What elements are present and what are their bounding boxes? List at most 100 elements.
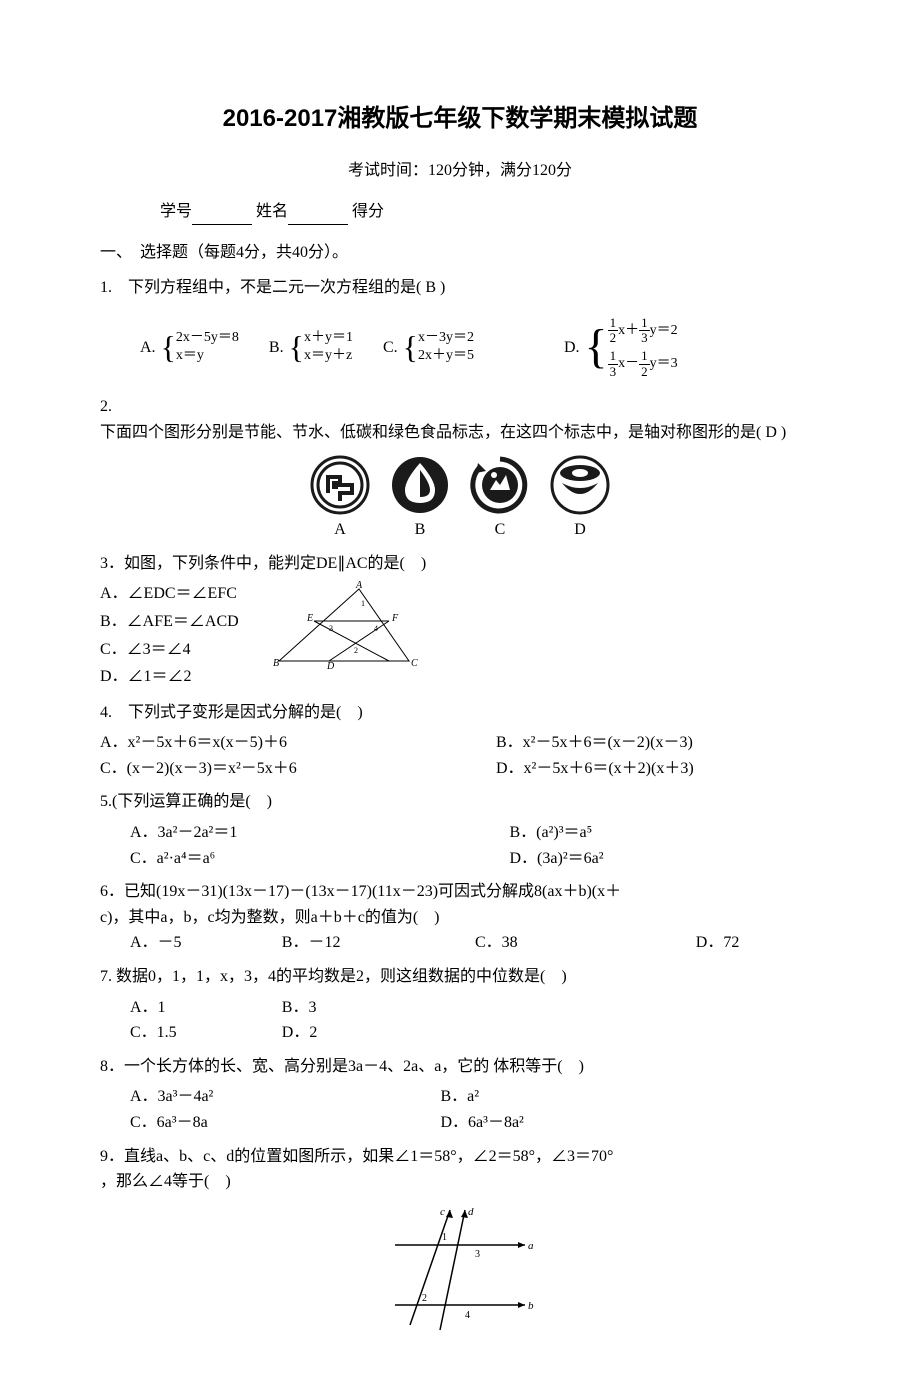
svg-text:F: F [391, 613, 399, 624]
q1-c-eq2: 2x＋y＝5 [418, 347, 474, 365]
question-9: 9．直线a、b、c、d的位置如图所示，如果∠1＝58°，∠2＝58°，∠3＝70… [100, 1144, 820, 1335]
q3-text: 3．如图，下列条件中，能判定DE∥AC的是( ) [100, 551, 820, 577]
green-food-icon [550, 455, 610, 515]
q1-a-eq2: x＝y [176, 347, 239, 365]
q1-option-b: B. { x＋y＝1 x＝y＋z [269, 329, 353, 365]
question-7: 7. 数据0，1，1，x，3，4的平均数是2，则这组数据的中位数是( ) A．1… [100, 964, 820, 1046]
svg-text:4: 4 [465, 1310, 470, 1321]
question-1: 1. 下列方程组中，不是二元一次方程组的是( B ) A. { 2x－5y＝8 … [100, 275, 820, 379]
q1-option-a: A. { 2x－5y＝8 x＝y [140, 329, 239, 365]
q5-opt-b: B．(a²)³＝a⁵ [510, 820, 821, 846]
q1-option-d: D. { 12x＋13y＝2 13x－12y＝3 [564, 316, 678, 379]
q3-opt-a: A．∠EDC＝∠EFC [100, 581, 239, 607]
student-info-line: 学号 姓名 得分 [160, 199, 820, 225]
q6-opt-a: A．－5 [130, 930, 282, 956]
svg-text:B: B [273, 658, 279, 669]
q3-opt-c: C．∠3＝∠4 [100, 637, 239, 663]
question-6: 6．已知(19x－31)(13x－17)－(13x－17)(11x－23)可因式… [100, 879, 820, 956]
svg-text:2: 2 [422, 1293, 427, 1304]
q4-opt-c: C．(x－2)(x－3)＝x²－5x＋6 [100, 756, 496, 782]
q8-opt-d: D．6a³－8a² [441, 1110, 524, 1136]
question-2: 2. 下面四个图形分别是节能、节水、低碳和绿色食品标志，在这四个标志中，是轴对称… [100, 394, 820, 543]
question-3: 3．如图，下列条件中，能判定DE∥AC的是( ) A．∠EDC＝∠EFC B．∠… [100, 551, 820, 692]
q2-logo-b: B [390, 455, 450, 543]
question-8: 8．一个长方体的长、宽、高分别是3a－4、2a、a，它的 体积等于( ) A．3… [100, 1054, 820, 1136]
q1-option-c: C. { x－3y＝2 2x＋y＝5 [383, 329, 474, 365]
svg-text:2: 2 [354, 646, 358, 655]
q1-d-eq1: 12x＋13y＝2 [608, 316, 678, 346]
student-name-label: 姓名 [256, 203, 288, 220]
svg-text:c: c [440, 1206, 445, 1218]
q5-opt-d: D．(3a)²＝6a² [510, 846, 821, 872]
q6-opt-c: C．38 [475, 930, 696, 956]
q9-text1: 9．直线a、b、c、d的位置如图所示，如果∠1＝58°，∠2＝58°，∠3＝70… [100, 1144, 820, 1170]
q7-opt-d: D．2 [282, 1020, 318, 1046]
q1-c-label: C. [383, 335, 398, 361]
exam-info: 考试时间：120分钟，满分120分 [100, 158, 820, 184]
lines-angles-diagram: a b c d 1 3 2 4 [380, 1205, 540, 1335]
q5-opt-a: A．3a²－2a²＝1 [130, 820, 510, 846]
q6-text2: c)，其中a，b，c均为整数，则a＋b＋c的值为( ) [100, 905, 820, 931]
q1-a-eq1: 2x－5y＝8 [176, 329, 239, 347]
q3-opt-d: D．∠1＝∠2 [100, 664, 239, 690]
q2-label-d: D [574, 517, 586, 543]
q3-opt-b: B．∠AFE＝∠ACD [100, 609, 239, 635]
q7-opt-b: B．3 [282, 995, 317, 1021]
low-carbon-icon [470, 455, 530, 515]
q2-text: 下面四个图形分别是节能、节水、低碳和绿色食品标志，在这四个标志中，是轴对称图形的… [100, 420, 820, 446]
svg-text:3: 3 [475, 1249, 480, 1260]
q2-num: 2. [100, 394, 820, 420]
q8-opt-b: B．a² [441, 1084, 480, 1110]
q2-label-a: A [334, 517, 346, 543]
q1-d-label: D. [564, 335, 580, 361]
q8-opt-c: C．6a³－8a [130, 1110, 441, 1136]
q1-a-label: A. [140, 335, 156, 361]
q1-c-eq1: x－3y＝2 [418, 329, 474, 347]
svg-text:1: 1 [361, 599, 365, 608]
svg-text:D: D [326, 661, 335, 671]
question-5: 5.(下列运算正确的是( ) A．3a²－2a²＝1 B．(a²)³＝a⁵ C．… [100, 789, 820, 871]
q6-text1: 6．已知(19x－31)(13x－17)－(13x－17)(11x－23)可因式… [100, 879, 820, 905]
q1-b-eq1: x＋y＝1 [304, 329, 353, 347]
q8-opt-a: A．3a³－4a² [130, 1084, 441, 1110]
q2-label-c: C [495, 517, 506, 543]
q2-logo-a: A [310, 455, 370, 543]
q5-opt-c: C．a²·a⁴＝a⁶ [130, 846, 510, 872]
q4-opt-d: D．x²－5x＋6＝(x＋2)(x＋3) [496, 756, 820, 782]
q9-text2: ，那么∠4等于( ) [100, 1169, 820, 1195]
student-name-blank[interactable] [288, 205, 348, 224]
q6-opt-b: B．－12 [282, 930, 475, 956]
q6-opt-d: D．72 [696, 930, 820, 956]
q4-opt-b: B．x²－5x＋6＝(x－2)(x－3) [496, 730, 820, 756]
q4-opt-a: A．x²－5x＋6＝x(x－5)＋6 [100, 730, 496, 756]
student-score-label: 得分 [352, 203, 384, 220]
svg-text:A: A [355, 581, 363, 591]
svg-text:C: C [411, 658, 418, 669]
svg-text:1: 1 [442, 1232, 447, 1243]
q2-logo-d: D [550, 455, 610, 543]
energy-saving-icon [310, 455, 370, 515]
q2-logo-c: C [470, 455, 530, 543]
water-saving-icon [390, 455, 450, 515]
svg-text:d: d [468, 1206, 474, 1218]
question-4: 4. 下列式子变形是因式分解的是( ) A．x²－5x＋6＝x(x－5)＋6 B… [100, 700, 820, 782]
triangle-diagram: A B C D E F 1 3 4 2 [259, 581, 429, 671]
page-title: 2016-2017湘教版七年级下数学期末模拟试题 [100, 100, 820, 138]
q4-text: 4. 下列式子变形是因式分解的是( ) [100, 700, 820, 726]
svg-text:E: E [306, 613, 313, 624]
q1-text: 1. 下列方程组中，不是二元一次方程组的是( B ) [100, 275, 820, 301]
q2-label-b: B [415, 517, 426, 543]
q7-opt-c: C．1.5 [130, 1020, 282, 1046]
section-1-header: 一、 选择题（每题4分，共40分）。 [100, 240, 820, 266]
q7-text: 7. 数据0，1，1，x，3，4的平均数是2，则这组数据的中位数是( ) [100, 964, 820, 990]
q8-text: 8．一个长方体的长、宽、高分别是3a－4、2a、a，它的 体积等于( ) [100, 1054, 820, 1080]
student-id-blank[interactable] [192, 205, 252, 224]
q1-options: A. { 2x－5y＝8 x＝y B. { x＋y＝1 x＝y＋z C. [140, 316, 820, 379]
q1-d-eq2: 13x－12y＝3 [608, 349, 678, 379]
svg-text:3: 3 [329, 624, 333, 633]
q7-opt-a: A．1 [130, 995, 282, 1021]
q3-options: A．∠EDC＝∠EFC B．∠AFE＝∠ACD C．∠3＝∠4 D．∠1＝∠2 [100, 581, 239, 691]
q2-logos: A B C [100, 455, 820, 543]
q1-b-label: B. [269, 335, 284, 361]
svg-text:a: a [528, 1240, 534, 1252]
